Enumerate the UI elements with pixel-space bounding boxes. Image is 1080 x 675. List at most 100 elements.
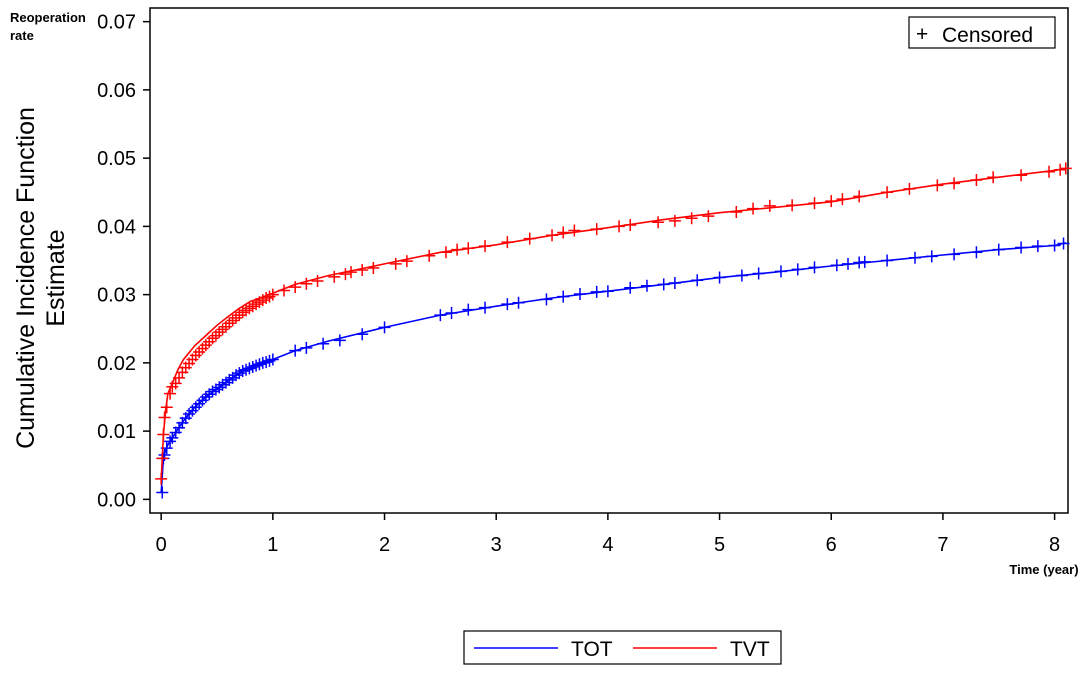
censor-mark-tvt [300, 277, 313, 290]
x-tick-label: 5 [714, 534, 725, 556]
censor-mark-tvt [747, 202, 760, 215]
censor-mark-tot [590, 285, 603, 298]
x-axis-title: Time (year) [1009, 562, 1078, 577]
censor-mark-tvt [193, 345, 206, 358]
censor-mark-tvt [763, 199, 776, 212]
censor-mark-tvt [970, 173, 983, 186]
censor-mark-tot [601, 285, 614, 298]
censor-mark-tot [266, 353, 279, 366]
y-tick-label: 0.04 [97, 216, 136, 238]
censor-mark-tot [791, 263, 804, 276]
legend-label-tot: TOT [571, 638, 613, 661]
x-tick-label: 6 [826, 534, 837, 556]
censor-mark-tvt [289, 281, 302, 294]
plot-frame [149, 7, 1069, 514]
censor-mark-tot [624, 281, 637, 294]
censor-mark-tvt [389, 257, 402, 270]
censor-mark-tvt [157, 428, 170, 441]
censor-mark-tvt [702, 210, 715, 223]
censor-mark-tvt [685, 212, 698, 225]
series-line-tot [160, 242, 1066, 493]
censor-mark-tvt [1059, 162, 1072, 175]
censor-mark-tot [808, 261, 821, 274]
censor-mark-tvt [451, 243, 464, 256]
censor-mark-tvt [1015, 169, 1028, 182]
censor-mark-tvt [624, 219, 637, 232]
legend-label-tvt: TVT [730, 638, 770, 661]
censor-mark-tvt [948, 177, 961, 190]
censor-mark-tvt [808, 197, 821, 210]
censor-mark-tot [462, 303, 475, 316]
y-axis: 0.00 0.01 0.02 0.03 0.04 0.05 0.06 0.07 [97, 12, 150, 511]
censor-legend-box [908, 16, 1056, 49]
x-tick-label: 7 [937, 534, 948, 556]
censor-mark-tot [948, 248, 961, 261]
censor-mark-tvt [164, 387, 177, 400]
x-tick-label: 3 [491, 534, 502, 556]
censor-mark-tot [158, 448, 171, 461]
censor-mark-tot [691, 274, 704, 287]
censor-mark-tvt [1054, 163, 1067, 176]
censor-mark-tvt [853, 190, 866, 203]
y-axis-title-line2: Estimate [42, 229, 70, 326]
censor-mark-tvt [209, 329, 222, 342]
censor-mark-tvt [216, 323, 229, 336]
censor-mark-tot [925, 250, 938, 263]
censor-mark-tot [263, 354, 276, 367]
censor-mark-tvt [311, 274, 324, 287]
series-line-tvt [160, 167, 1066, 479]
censor-mark-tvt [462, 242, 475, 255]
censor-mark-tvt [557, 226, 570, 239]
censor-mark-tvt [825, 195, 838, 208]
censor-mark-tvt [196, 342, 209, 355]
censor-mark-tot [1015, 241, 1028, 254]
censor-mark-tvt [356, 264, 369, 277]
x-tick-label: 1 [267, 534, 278, 556]
censor-mark-tot [657, 278, 670, 291]
censor-mark-tvt [156, 452, 169, 465]
y-tick-label: 0.02 [97, 353, 136, 375]
censor-legend-symbol: + [916, 23, 928, 46]
x-tick-label: 8 [1049, 534, 1060, 556]
censor-mark-tvt [501, 236, 514, 249]
censor-mark-tvt [1043, 165, 1056, 178]
censor-mark-tot [333, 334, 346, 347]
censor-mark-tot [434, 309, 447, 322]
x-tick-label: 4 [602, 534, 613, 556]
censor-mark-tvt [266, 288, 279, 301]
censor-mark-tvt [278, 284, 291, 297]
censor-mark-tvt [199, 339, 212, 352]
censor-mark-tvt [158, 411, 171, 424]
censor-mark-tot [992, 243, 1005, 256]
censor-mark-tvt [173, 371, 186, 384]
censor-mark-tot [774, 265, 787, 278]
censor-mark-tot [752, 267, 765, 280]
censor-mark-tot [289, 344, 302, 357]
censor-mark-tot [512, 296, 525, 309]
censor-mark-tvt [730, 206, 743, 219]
censor-mark-tvt [987, 171, 1000, 184]
censor-legend: + Censored [908, 16, 1056, 49]
censor-mark-tvt [668, 214, 681, 227]
censor-mark-tot [1031, 240, 1044, 253]
censor-mark-tvt [786, 199, 799, 212]
censor-mark-tvt [367, 262, 380, 275]
censor-mark-tvt [546, 229, 559, 242]
censor-mark-tvt [169, 377, 182, 390]
y-tick-label: 0.01 [97, 421, 136, 443]
corner-label-line1: Reoperation [10, 10, 86, 25]
y-tick-label: 0.03 [97, 285, 136, 307]
censor-mark-tot [156, 486, 169, 499]
censor-mark-tot [479, 301, 492, 314]
censor-mark-tvt [523, 232, 536, 245]
censor-mark-tvt [652, 216, 665, 229]
y-tick-label: 0.06 [97, 80, 136, 102]
censor-mark-tvt [590, 223, 603, 236]
censor-mark-tvt [903, 182, 916, 195]
censor-mark-tvt [203, 335, 216, 348]
censor-legend-label: Censored [942, 24, 1033, 47]
censor-mark-tot [166, 431, 179, 444]
censor-mark-tot [640, 279, 653, 292]
y-tick-label: 0.05 [97, 148, 136, 170]
censor-mark-tot [557, 290, 570, 303]
